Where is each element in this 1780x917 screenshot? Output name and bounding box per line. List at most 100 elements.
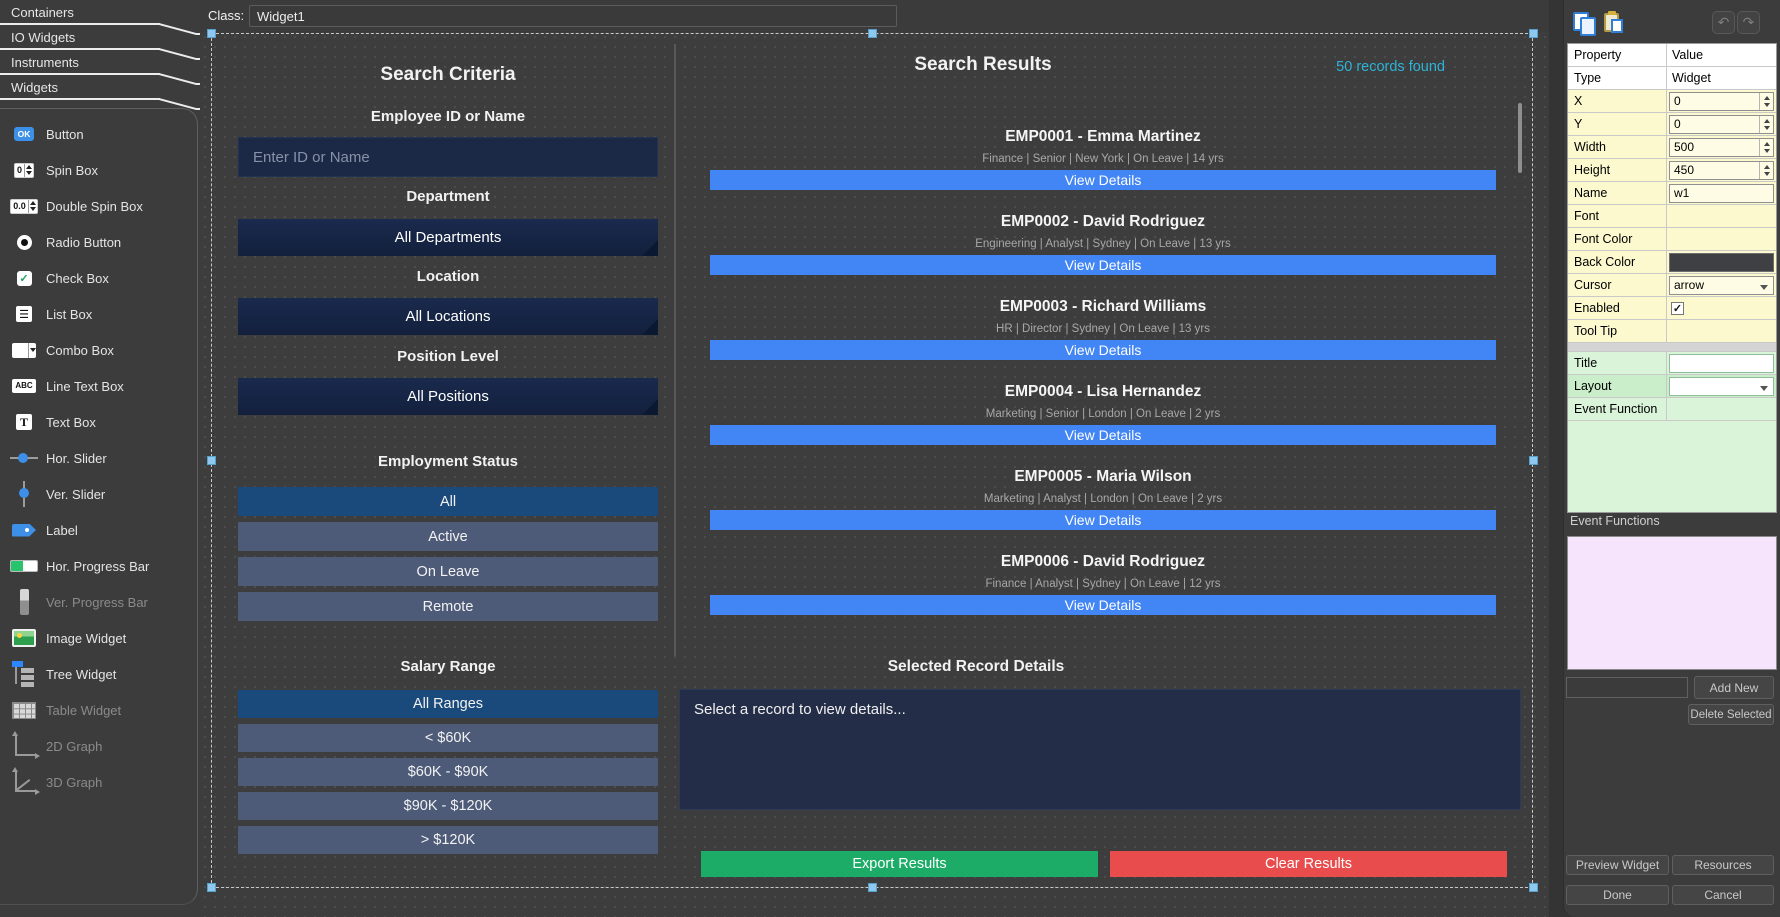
tab-containers[interactable]: Containers	[0, 0, 200, 25]
title-input[interactable]	[1669, 353, 1774, 373]
event-functions-list[interactable]	[1567, 536, 1777, 670]
palette-item-label: 2D Graph	[46, 738, 103, 754]
resize-handle-s[interactable]	[868, 883, 877, 892]
view-details-button[interactable]: View Details	[710, 595, 1496, 615]
name-input[interactable]: w1	[1669, 183, 1774, 203]
salary-option-label: $90K - $120K	[403, 798, 493, 814]
combobox-icon	[10, 342, 38, 358]
palette-item-image-widget[interactable]: Image Widget	[0, 620, 197, 656]
status-remote-button[interactable]: Remote	[238, 592, 658, 621]
width-spinbox[interactable]: 500	[1669, 137, 1774, 157]
palette-item-line-text-box[interactable]: ABC Line Text Box	[0, 368, 197, 404]
status-active-button[interactable]: Active	[238, 522, 658, 551]
font-value-cell[interactable]	[1666, 205, 1776, 227]
button-icon: OK	[10, 126, 38, 142]
height-spinbox[interactable]: 450	[1669, 160, 1774, 180]
palette-item-hor-progress-bar[interactable]: Hor. Progress Bar	[0, 548, 197, 584]
palette-item-ver-slider[interactable]: Ver. Slider	[0, 476, 197, 512]
department-dropdown[interactable]: All Departments	[238, 219, 658, 256]
resize-handle-n[interactable]	[868, 29, 877, 38]
property-row-x: X 0	[1568, 90, 1776, 113]
status-all-button[interactable]: All	[238, 487, 658, 516]
paste-icon[interactable]	[1602, 11, 1626, 35]
done-button[interactable]: Done	[1566, 885, 1669, 905]
palette-item-label: List Box	[46, 306, 93, 322]
export-results-button[interactable]: Export Results	[701, 851, 1098, 877]
salary-under-60k-button[interactable]: < $60K	[238, 724, 658, 752]
palette-item-text-box[interactable]: T Text Box	[0, 404, 197, 440]
2d-graph-icon	[10, 731, 40, 759]
results-scrollbar[interactable]	[1518, 103, 1522, 173]
tool-tip-value-cell[interactable]	[1666, 320, 1776, 342]
status-option-label: Active	[428, 528, 468, 545]
tree-widget-icon	[10, 660, 38, 688]
record-meta: Engineering | Analyst | Sydney | On Leav…	[975, 238, 1231, 250]
copy-icon[interactable]	[1572, 11, 1596, 36]
y-spinbox[interactable]: 0	[1669, 114, 1774, 134]
resize-handle-w[interactable]	[207, 456, 216, 465]
tab-widgets[interactable]: Widgets	[0, 75, 200, 100]
clear-label: Clear Results	[1264, 856, 1353, 872]
delete-selected-button[interactable]: Delete Selected	[1688, 704, 1774, 725]
resize-handle-nw[interactable]	[207, 29, 216, 38]
salary-60k-90k-button[interactable]: $60K - $90K	[238, 758, 658, 786]
view-details-button[interactable]: View Details	[710, 170, 1496, 190]
view-details-label: View Details	[1064, 172, 1142, 188]
class-name-input[interactable]	[249, 5, 897, 27]
position-dropdown[interactable]: All Positions	[238, 378, 658, 415]
palette-item-tree-widget[interactable]: Tree Widget	[0, 656, 197, 692]
status-on-leave-button[interactable]: On Leave	[238, 557, 658, 586]
add-new-button[interactable]: Add New	[1694, 676, 1774, 699]
criteria-title: Search Criteria	[380, 64, 516, 85]
view-details-button[interactable]: View Details	[710, 510, 1496, 530]
palette-item-button[interactable]: OK Button	[0, 116, 197, 152]
back-color-swatch[interactable]	[1669, 252, 1774, 272]
property-row-back-color: Back Color	[1568, 251, 1776, 274]
department-value: All Departments	[394, 229, 502, 246]
palette-item-hor-slider[interactable]: Hor. Slider	[0, 440, 197, 476]
palette-item-label: Text Box	[46, 414, 96, 430]
status-option-label: Remote	[422, 598, 474, 615]
undo-button[interactable]	[1712, 11, 1735, 34]
palette-item-radio-button[interactable]: Radio Button	[0, 224, 197, 260]
cancel-button[interactable]: Cancel	[1672, 885, 1774, 905]
resources-button[interactable]: Resources	[1672, 855, 1774, 875]
palette-item-label-widget[interactable]: Label	[0, 512, 197, 548]
resize-handle-ne[interactable]	[1529, 29, 1538, 38]
property-row-cursor: Cursor arrow	[1568, 274, 1776, 297]
palette-item-spin-box[interactable]: 0 Spin Box	[0, 152, 197, 188]
view-details-button[interactable]: View Details	[710, 340, 1496, 360]
location-dropdown[interactable]: All Locations	[238, 298, 658, 335]
property-row-name: Name w1	[1568, 182, 1776, 205]
tab-instruments[interactable]: Instruments	[0, 50, 200, 75]
palette-item-double-spin-box[interactable]: 0.0 Double Spin Box	[0, 188, 197, 224]
table-filler	[1568, 421, 1776, 512]
view-details-button[interactable]: View Details	[710, 425, 1496, 445]
palette-item-check-box[interactable]: Check Box	[0, 260, 197, 296]
employee-search-input[interactable]	[238, 137, 658, 177]
palette-item-ver-progress-bar: Ver. Progress Bar	[0, 584, 197, 620]
tab-io-widgets[interactable]: IO Widgets	[0, 25, 200, 50]
event-function-value-cell[interactable]	[1666, 398, 1776, 420]
salary-over-120k-button[interactable]: > $120K	[238, 826, 658, 854]
font-color-value-cell[interactable]	[1666, 228, 1776, 250]
enabled-checkbox[interactable]	[1671, 301, 1684, 315]
resize-handle-se[interactable]	[1529, 883, 1538, 892]
cursor-dropdown[interactable]: arrow	[1669, 275, 1774, 295]
layout-dropdown[interactable]	[1669, 376, 1774, 396]
record-title: EMP0003 - Richard Williams	[999, 298, 1207, 315]
salary-all-ranges-button[interactable]: All Ranges	[238, 690, 658, 718]
clear-results-button[interactable]: Clear Results	[1110, 851, 1507, 877]
property-row-event-function: Event Function	[1568, 398, 1776, 421]
palette-item-list-box[interactable]: List Box	[0, 296, 197, 332]
x-spinbox[interactable]: 0	[1669, 91, 1774, 111]
position-label: Position Level	[397, 348, 499, 365]
redo-button[interactable]	[1737, 11, 1760, 34]
view-details-button[interactable]: View Details	[710, 255, 1496, 275]
palette-item-combo-box[interactable]: Combo Box	[0, 332, 197, 368]
event-function-name-input[interactable]	[1566, 677, 1688, 698]
resize-handle-e[interactable]	[1529, 456, 1538, 465]
preview-widget-button[interactable]: Preview Widget	[1566, 855, 1669, 875]
resize-handle-sw[interactable]	[207, 883, 216, 892]
salary-90k-120k-button[interactable]: $90K - $120K	[238, 792, 658, 820]
